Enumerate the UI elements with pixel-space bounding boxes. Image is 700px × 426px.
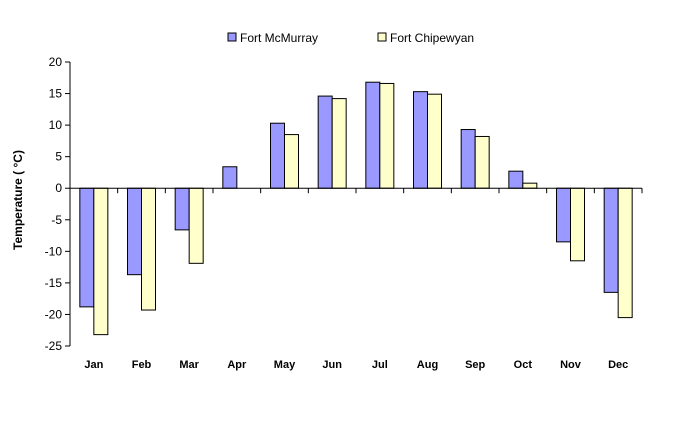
x-category-label: Feb xyxy=(132,359,152,371)
y-tick-label: -25 xyxy=(45,339,63,353)
bar-fort-mcmurray-apr xyxy=(222,166,238,189)
bar-fort-mcmurray-jul xyxy=(365,81,381,189)
bar-fort-mcmurray-jan xyxy=(79,187,95,308)
y-tick-label: 10 xyxy=(49,118,63,132)
x-category-label: Jan xyxy=(84,359,103,371)
bar-fort-mcmurray-jun xyxy=(317,95,333,189)
bar-fort-mcmurray-may xyxy=(270,122,285,189)
bar-fort-mcmurray-dec xyxy=(603,187,619,293)
bar-fort-chipewyan-sep xyxy=(474,135,490,189)
x-category-label: Nov xyxy=(560,359,582,371)
bar-fort-mcmurray-sep xyxy=(460,129,476,189)
y-tick-label: 0 xyxy=(55,181,62,195)
y-tick-label: 5 xyxy=(55,150,62,164)
y-axis-title: Temperature ( °C) xyxy=(11,150,25,250)
bar-fort-chipewyan-mar xyxy=(188,187,204,264)
bar-fort-chipewyan-nov xyxy=(570,187,585,262)
bar-fort-chipewyan-jan xyxy=(93,187,109,336)
bar-fort-mcmurray-mar xyxy=(174,187,190,231)
legend-swatch xyxy=(227,32,237,42)
x-category-label: Sep xyxy=(465,359,485,371)
y-tick-label: -5 xyxy=(51,213,62,227)
bar-fort-chipewyan-oct xyxy=(522,182,538,189)
legend: Fort McMurray Fort Chipewyan xyxy=(227,31,474,45)
x-category-label: Oct xyxy=(514,359,533,371)
y-tick-label: -10 xyxy=(45,244,63,258)
bar-fort-mcmurray-feb xyxy=(127,187,142,276)
legend-label: Fort McMurray xyxy=(240,31,318,45)
x-category-label: Mar xyxy=(179,359,199,371)
y-tick-label: 15 xyxy=(49,87,63,101)
x-category-label: Jul xyxy=(372,359,388,371)
x-category-label: Jun xyxy=(322,359,342,371)
bar-fort-mcmurray-oct xyxy=(508,170,524,189)
x-category-label: Aug xyxy=(417,359,438,371)
bar-fort-chipewyan-jun xyxy=(331,98,347,189)
bar-fort-chipewyan-may xyxy=(284,134,299,189)
bar-fort-mcmurray-aug xyxy=(413,91,428,189)
legend-label: Fort Chipewyan xyxy=(390,31,474,45)
bar-fort-mcmurray-nov xyxy=(556,187,571,243)
y-tick-label: -20 xyxy=(45,307,63,321)
bar-fort-chipewyan-aug xyxy=(427,93,442,189)
x-category-label: Dec xyxy=(608,359,628,371)
legend-swatch xyxy=(377,32,387,42)
bar-fort-chipewyan-feb xyxy=(141,187,156,311)
x-category-label: Apr xyxy=(227,359,247,371)
y-tick-label: 20 xyxy=(49,55,63,69)
plot-area: 20 15 10 5 0 -5 -10 -15 -20 -25 Jan Feb Mar Apr May Jun… xyxy=(45,55,643,371)
bar-fort-chipewyan-jul xyxy=(379,82,395,189)
bar-fort-chipewyan-dec xyxy=(617,187,633,319)
x-category-label: May xyxy=(274,359,296,371)
y-tick-label: -15 xyxy=(45,276,63,290)
